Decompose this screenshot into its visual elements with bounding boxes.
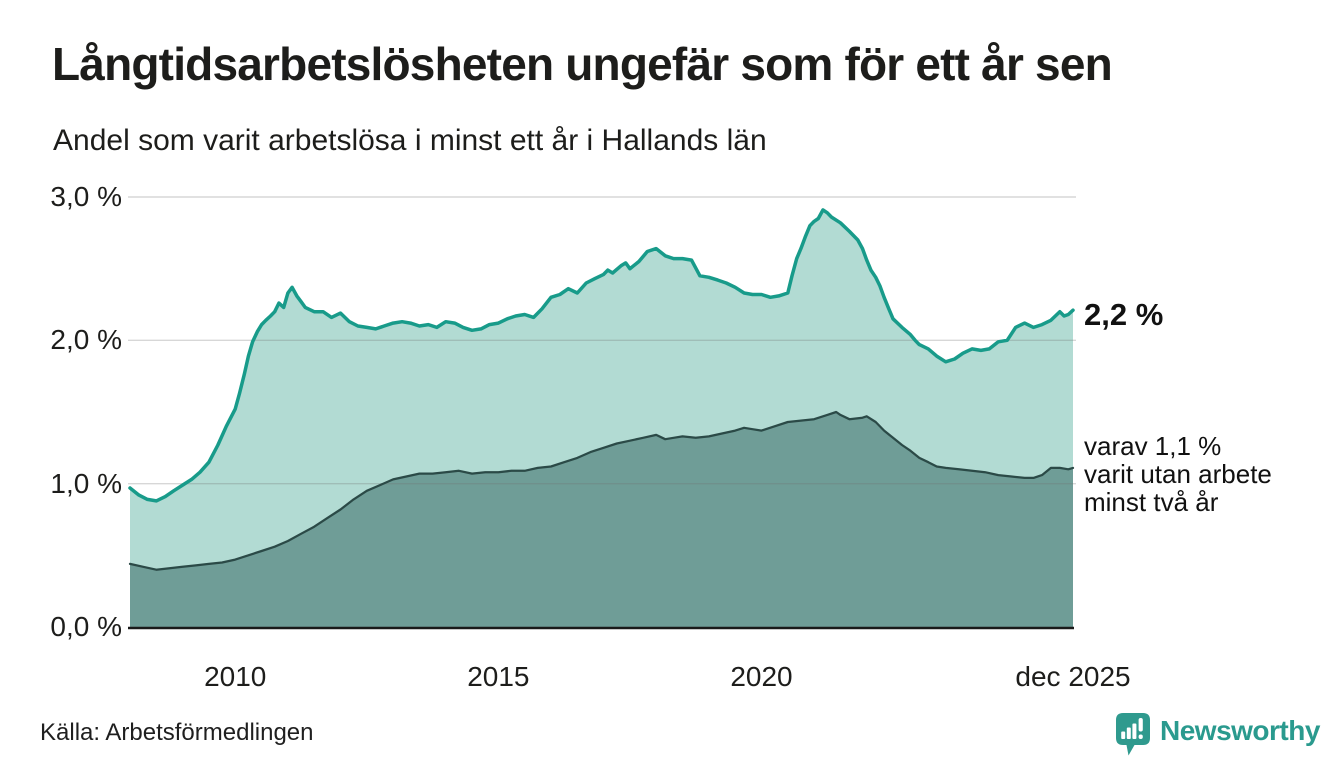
x-tick-label: 2015 [467,661,530,692]
source-caption: Källa: Arbetsförmedlingen [40,719,314,746]
x-tick-label: dec 2025 [1015,661,1131,692]
chart-subtitle: Andel som varit arbetslösa i minst ett å… [53,124,767,157]
y-tick-label: 0,0 % [50,611,122,642]
x-tick-label: 2010 [204,661,267,692]
newsworthy-logo-text: Newsworthy [1160,715,1320,746]
end-value-label: 2,2 % [1084,297,1164,332]
page-title: Långtidsarbetslösheten ungefär som för e… [52,38,1113,90]
y-tick-label: 3,0 % [50,181,122,212]
x-tick-label: 2020 [730,661,793,692]
series-line-0 [128,208,1075,503]
end-note-label: varav 1,1 % varit utan arbete minst två … [1084,431,1272,517]
newsworthy-logo: Newsworthy [1115,710,1320,760]
series-line-1 [128,410,1075,571]
series-fill-1 [130,412,1073,627]
y-tick-label: 1,0 % [50,467,122,499]
bar-chart-pin-icon [1116,713,1150,756]
y-tick-label: 2,0 % [50,324,122,356]
